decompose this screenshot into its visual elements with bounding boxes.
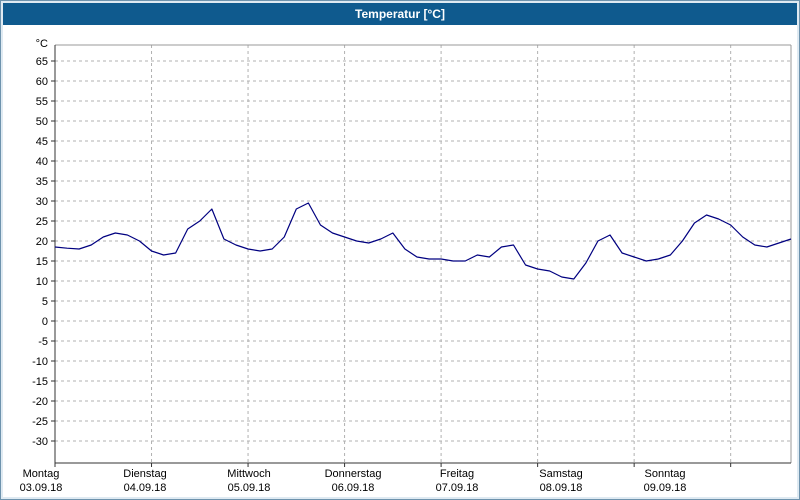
y-axis-unit-label: °C (36, 38, 48, 50)
y-tick-label: -25 (32, 416, 48, 428)
y-tick-label: -15 (32, 376, 48, 388)
y-tick-label: -10 (32, 356, 48, 368)
x-axis-label: Mittwoch 05.09.18 (227, 467, 270, 495)
day-name: Freitag (439, 468, 475, 480)
y-tick-label: 65 (36, 56, 48, 68)
y-tick-label: 20 (36, 236, 48, 248)
x-axis-label: Dienstag 04.09.18 (123, 467, 166, 495)
y-tick-label: 15 (36, 256, 48, 268)
x-axis-label: Donnerstag 06.09.18 (325, 467, 382, 495)
day-date: 04.09.18 (123, 482, 167, 494)
y-tick-label: -30 (32, 436, 48, 448)
day-name: Samstag (539, 468, 583, 480)
y-tick-label: -5 (38, 336, 48, 348)
day-name: Montag (22, 468, 60, 480)
y-tick-label: 25 (36, 216, 48, 228)
y-tick-label: 55 (36, 96, 48, 108)
plot-svg: 65605550454035302520151050-5-10-15-20-25… (32, 38, 792, 467)
x-axis-label: Sonntag 09.09.18 (644, 467, 687, 495)
y-tick-label: 35 (36, 176, 48, 188)
day-name: Dienstag (123, 468, 167, 480)
y-tick-label: 10 (36, 276, 48, 288)
day-date: 09.09.18 (643, 482, 687, 494)
day-name: Donnerstag (324, 468, 382, 480)
y-tick-label: 5 (42, 296, 48, 308)
temperature-line (54, 202, 792, 280)
day-date: 08.09.18 (539, 482, 583, 494)
y-tick-label: 30 (36, 196, 48, 208)
y-tick-label: -20 (32, 396, 48, 408)
y-tick-label: 50 (36, 116, 48, 128)
x-axis-label: Samstag 08.09.18 (539, 467, 582, 495)
day-name: Sonntag (644, 468, 686, 480)
x-axis-label: Freitag 07.09.18 (436, 467, 479, 495)
chart-area: 65 60 55 50 45 40 35 30 25 20 15 10 5 0 -5 -10 -15 -20 -25… (3, 25, 797, 497)
y-tick-label: 0 (42, 316, 48, 328)
x-axis-label: Montag 03.09.18 (20, 467, 63, 495)
y-tick-label: 60 (36, 76, 48, 88)
window-title-bar[interactable]: Temperatur [°C] (3, 3, 797, 25)
day-date: 06.09.18 (331, 482, 375, 494)
day-date: 07.09.18 (435, 482, 479, 494)
day-date: 03.09.18 (19, 482, 63, 494)
y-tick-label: 45 (36, 136, 48, 148)
window-title: Temperatur [°C] (355, 7, 445, 21)
day-date: 05.09.18 (227, 482, 271, 494)
day-name: Mittwoch (227, 468, 271, 480)
y-tick-label: 40 (36, 156, 48, 168)
